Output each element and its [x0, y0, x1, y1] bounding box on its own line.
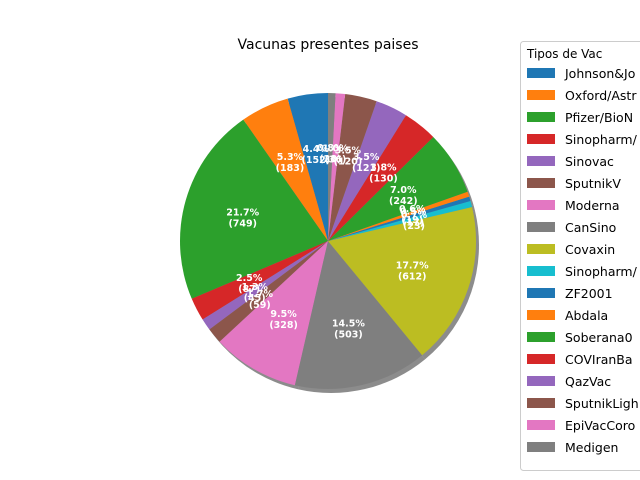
slice-6 [219, 241, 328, 386]
legend-label-11: Abdala [565, 308, 608, 323]
slice-2 [180, 119, 328, 299]
slice-11 [328, 191, 470, 241]
legend-label-5: SputnikV [565, 176, 621, 191]
slice-7 [294, 241, 423, 389]
slice-label-8: 17.7% (612) [396, 260, 429, 282]
slice-3 [191, 241, 328, 320]
legend-swatch-17 [527, 442, 555, 452]
slice-label-5: 1.7% (59) [247, 289, 274, 311]
slice-label-9: 0.7% (23) [401, 210, 428, 232]
legend-swatch-3 [527, 134, 555, 144]
slice-16 [328, 93, 346, 241]
legend-label-15: SputnikLigh [565, 396, 639, 411]
legend-label-14: QazVac [565, 374, 611, 389]
slice-label-14: 3.5% (121) [352, 152, 381, 174]
slice-5 [209, 241, 328, 342]
slice-label-12: 7.0% (242) [389, 185, 418, 207]
legend-label-0: Johnson&Jo [564, 66, 635, 81]
slice-label-13: 3.8% (130) [369, 163, 398, 185]
legend-swatch-8 [527, 244, 555, 254]
slice-label-0: 4.4% (152) [302, 144, 331, 166]
chart-title: Vacunas presentes paises [238, 37, 419, 53]
legend-label-6: Moderna [565, 198, 620, 213]
legend-swatch-15 [527, 398, 555, 408]
legend-swatch-13 [527, 354, 555, 364]
legend-swatch-16 [527, 420, 555, 430]
legend-label-16: EpiVacCoro [565, 418, 635, 433]
legend-label-2: Pfizer/BioN [565, 110, 633, 125]
slice-label-15: 3.5% (120) [334, 145, 363, 167]
slice-10 [328, 196, 471, 241]
slice-15 [328, 94, 377, 241]
slice-9 [328, 200, 473, 241]
legend-swatch-9 [527, 266, 555, 276]
legend-swatch-11 [527, 310, 555, 320]
slice-label-17: 0.8% (28) [317, 143, 344, 165]
legend: Tipos de Vac Johnson&Jo Oxford/Astr Pfizer… [520, 41, 640, 471]
legend-label-10: ZF2001 [565, 286, 613, 301]
legend-label-4: Sinovac [565, 154, 614, 169]
slice-label-2: 21.7% (749) [226, 207, 259, 229]
slice-label-6: 9.5% (328) [269, 309, 298, 331]
legend-label-8: Covaxin [565, 242, 615, 257]
legend-swatch-7 [527, 222, 555, 232]
pie-slices [180, 92, 477, 389]
slice-8 [328, 206, 477, 356]
legend-swatch-10 [527, 288, 555, 298]
legend-swatch-4 [527, 156, 555, 166]
legend-label-12: Soberana0 [565, 330, 633, 345]
legend-swatch-2 [527, 112, 555, 122]
slice-label-4: 1.3% (45) [242, 282, 269, 304]
legend-label-17: Medigen [565, 440, 618, 455]
slice-14 [328, 101, 406, 242]
slice-label-10: 0.5% (17) [400, 207, 427, 229]
legend-swatch-6 [527, 200, 555, 210]
slice-label-11: 0.6% (19) [399, 204, 426, 226]
legend-swatch-1 [527, 90, 555, 100]
legend-label-1: Oxford/Astr [565, 88, 637, 103]
slice-labels: 4.4% (152)5.3% (183) 21.7% (749) 2.5% (87)1.3%… [226, 143, 429, 340]
legend-label-7: CanSino [565, 220, 616, 235]
legend-swatch-0 [527, 68, 555, 78]
slice-0 [287, 93, 328, 241]
slice-label-3: 2.5% (87) [236, 273, 263, 295]
legend-title: Tipos de Vac [526, 47, 602, 61]
legend-items: Johnson&Jo Oxford/Astr Pfizer/BioN Sinophar… [527, 66, 639, 455]
slice-label-7: 14.5% (503) [332, 318, 365, 340]
legend-swatch-12 [527, 332, 555, 342]
legend-label-9: Sinopharm/ [565, 264, 638, 279]
slice-17 [328, 92, 336, 241]
slice-12 [328, 136, 468, 241]
slice-4 [202, 241, 328, 330]
slice-label-1: 5.3% (183) [276, 152, 305, 174]
slice-1 [243, 98, 328, 242]
legend-label-3: Sinopharm/ [565, 132, 638, 147]
legend-swatch-5 [527, 178, 555, 188]
legend-swatch-14 [527, 376, 555, 386]
legend-label-13: COVIranBa [565, 352, 633, 367]
slice-label-16: 1.0% (36) [322, 144, 349, 166]
slice-13 [328, 115, 434, 241]
